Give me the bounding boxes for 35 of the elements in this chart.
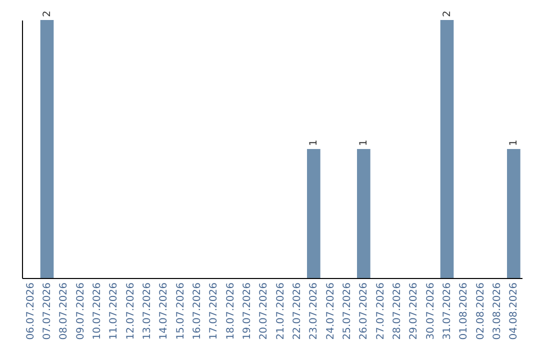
data-label: 2: [42, 10, 53, 17]
x-tick-label: 13.07.2026: [142, 282, 153, 340]
x-tick-label: 07.07.2026: [42, 282, 53, 340]
x-tick-label: 19.07.2026: [242, 282, 253, 340]
x-tick-label: 14.07.2026: [158, 282, 170, 340]
x-tick-label: 31.07.2026: [442, 282, 453, 340]
x-tick-label: 04.08.2026: [508, 282, 520, 340]
x-tick-label: 09.07.2026: [75, 282, 86, 340]
x-tick-label: 06.07.2026: [25, 282, 36, 340]
x-tick-label: 10.07.2026: [92, 282, 103, 340]
x-tick-label: 20.07.2026: [258, 282, 270, 340]
x-tick-label: 28.07.2026: [392, 282, 403, 340]
data-label: 1: [508, 140, 520, 146]
x-tick-label: 18.07.2026: [225, 282, 236, 340]
x-tick-label: 17.07.2026: [208, 282, 220, 340]
x-tick-label: 03.08.2026: [492, 282, 503, 340]
x-tick-label: 02.08.2026: [475, 282, 486, 340]
x-tick-label: 26.07.2026: [358, 282, 370, 340]
x-tick-label: 27.07.2026: [375, 282, 386, 340]
x-tick-label: 08.07.2026: [58, 282, 70, 340]
x-tick-label: 16.07.2026: [192, 282, 203, 340]
x-tick-label: 24.07.2026: [325, 282, 336, 340]
data-label: 2: [442, 10, 453, 17]
x-tick-label: 30.07.2026: [425, 282, 436, 340]
x-tick-label: 23.07.2026: [308, 282, 320, 340]
x-tick-label: 29.07.2026: [408, 282, 420, 340]
x-tick-label: 25.07.2026: [342, 282, 353, 340]
x-tick-label: 21.07.2026: [275, 282, 286, 340]
x-tick-label: 01.08.2026: [458, 282, 470, 340]
x-tick-label: 15.07.2026: [175, 282, 186, 340]
data-label: 1: [358, 140, 370, 146]
data-label: 1: [308, 140, 320, 146]
x-tick-label: 11.07.2026: [108, 282, 120, 340]
x-tick-label: 12.07.2026: [125, 282, 136, 340]
x-tick-label: 22.07.2026: [292, 282, 303, 340]
